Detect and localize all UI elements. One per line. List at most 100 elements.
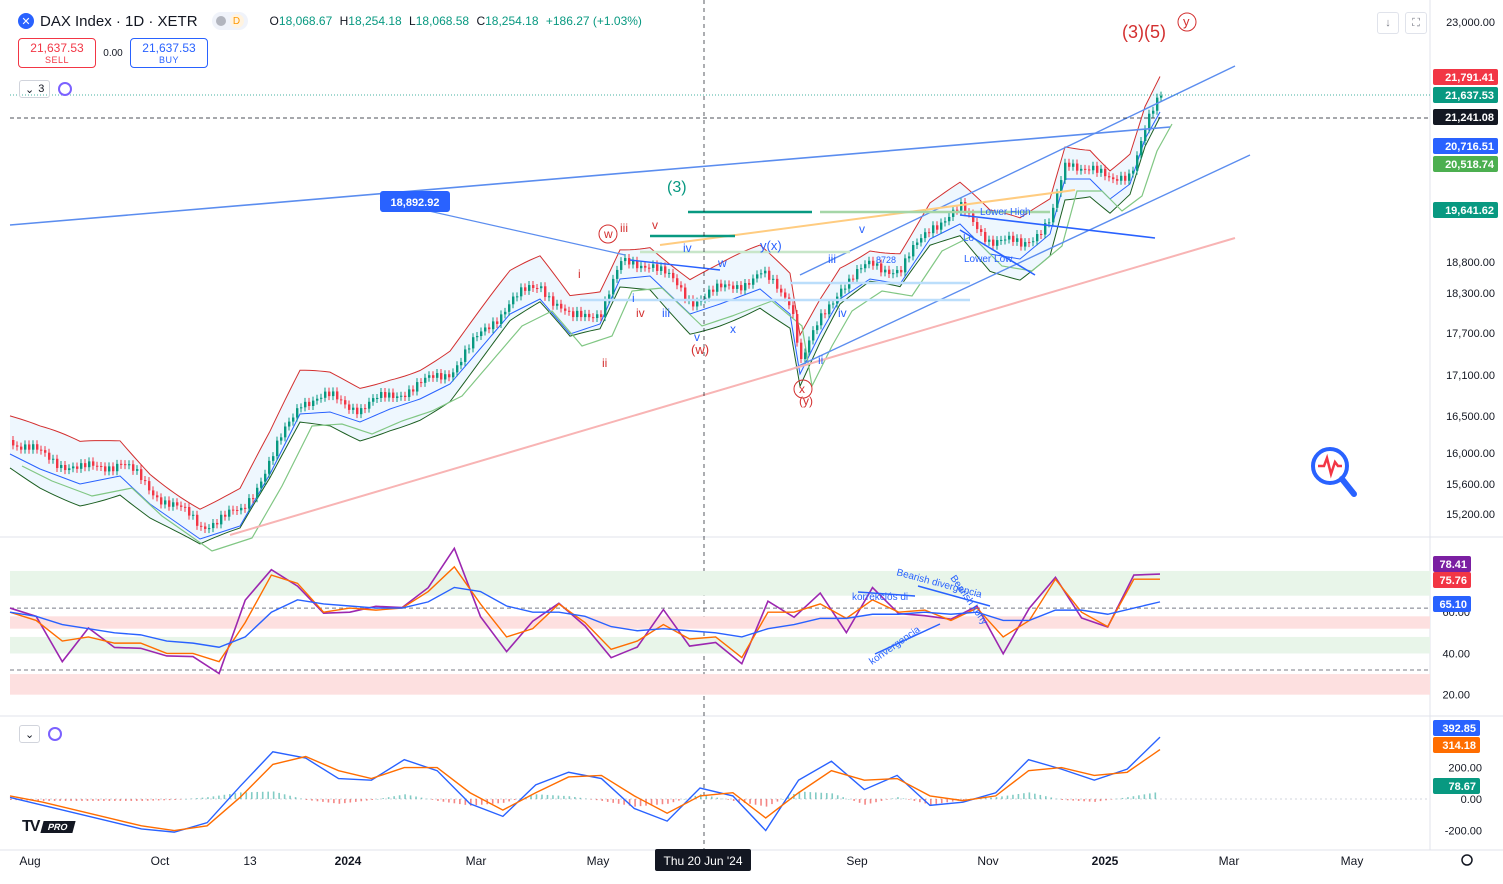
divergence-line <box>857 591 916 597</box>
wave-label: ii <box>818 353 823 367</box>
download-button[interactable]: ↓ <box>1377 12 1399 34</box>
macd-histogram-bar <box>75 799 78 801</box>
symbol-logo-icon[interactable]: ✕ <box>18 13 34 29</box>
trade-panel: 21,637.53 SELL 0.00 21,637.53 BUY <box>18 38 208 68</box>
buy-button[interactable]: 21,637.53 BUY <box>130 38 208 68</box>
candle-body <box>88 461 91 468</box>
fullscreen-button[interactable]: ⛶ <box>1405 12 1427 34</box>
candle-body <box>172 502 175 507</box>
macd-histogram-bar <box>393 796 395 800</box>
macd-histogram-bar <box>809 792 812 800</box>
macd-histogram-bar <box>897 797 899 800</box>
candle-body <box>636 260 639 269</box>
macd-histogram-bar <box>289 795 291 800</box>
macd-histogram-bar <box>530 795 532 800</box>
candle-body <box>232 509 235 511</box>
candle-body <box>644 265 647 268</box>
rsi-mid-zone <box>10 616 1430 629</box>
candle-body <box>728 284 731 286</box>
candle-body <box>1108 176 1111 178</box>
macd-collapse-button[interactable]: ⌄ <box>19 725 41 743</box>
macd-histogram-bar <box>426 798 428 800</box>
buy-label: BUY <box>158 55 179 65</box>
zoom-search-icon[interactable] <box>1308 446 1360 500</box>
wave-label: (3)(5) <box>1122 22 1166 42</box>
candle-body <box>92 461 95 466</box>
candle-body <box>1000 239 1003 241</box>
macd-histogram-bar <box>1077 799 1080 801</box>
macd-value-label-text: 314.18 <box>1442 740 1476 752</box>
price-axis-label-text: 20,518.74 <box>1445 159 1495 171</box>
candle-body <box>780 288 783 293</box>
candle-body <box>432 375 435 378</box>
macd-series-line <box>9 736 1161 833</box>
macd-histogram-bar <box>464 799 467 805</box>
macd-histogram-bar <box>409 795 412 800</box>
candle-body <box>788 297 791 306</box>
time-axis-tick: Sep <box>846 854 868 868</box>
macd-histogram-bar <box>497 799 499 804</box>
symbol-title[interactable]: DAX Index · 1D · XETR <box>40 12 198 30</box>
time-axis-tick: Nov <box>977 854 998 868</box>
macd-axis-tick: 200.00 <box>1448 763 1482 775</box>
macd-axis-tick: -200.00 <box>1445 826 1482 838</box>
sync-icon[interactable] <box>48 727 63 741</box>
candle-body <box>32 444 35 450</box>
macd-histogram-bar <box>919 799 921 803</box>
macd-histogram-bar <box>661 799 664 805</box>
candle-body <box>784 292 787 298</box>
candle-body <box>312 400 315 407</box>
collapse-indicators-button[interactable]: ⌄ 3 <box>19 80 51 98</box>
candle-body <box>976 222 979 230</box>
market-status-pill[interactable]: D <box>211 12 248 30</box>
macd-histogram-bar <box>398 795 401 800</box>
candle-body <box>1056 192 1059 208</box>
candle-body <box>752 278 755 285</box>
candle-body <box>656 264 659 271</box>
candle-body <box>600 314 603 318</box>
macd-histogram-bar <box>913 799 916 801</box>
macd-histogram-bar <box>1028 792 1031 800</box>
macd-histogram-bar <box>886 799 888 800</box>
macd-histogram-bar <box>771 799 773 805</box>
tv-mark-icon: TV <box>22 818 41 835</box>
macd-histogram-bar <box>92 799 94 801</box>
wave-label: iii <box>662 306 670 320</box>
sell-button[interactable]: 21,637.53 SELL <box>18 38 96 68</box>
wave-label: iv <box>838 306 847 320</box>
macd-histogram-bar <box>174 799 176 800</box>
candle-body <box>212 522 215 529</box>
macd-histogram-bar <box>1061 799 1064 800</box>
macd-histogram-bar <box>935 799 938 804</box>
macd-histogram-bar <box>541 794 543 800</box>
macd-histogram-bar <box>97 799 100 801</box>
wave-label: ii <box>602 356 607 370</box>
candle-body <box>548 296 551 298</box>
candle-body <box>1084 168 1087 170</box>
macd-histogram-bar <box>480 799 483 805</box>
candle-body <box>572 311 575 318</box>
candle-body <box>196 514 199 526</box>
settings-gear-icon[interactable] <box>1461 854 1473 866</box>
candle-body <box>668 272 671 274</box>
macd-value-label-text: 392.85 <box>1442 723 1476 735</box>
sync-icon[interactable] <box>58 82 73 96</box>
candle-body <box>628 258 631 265</box>
candle-body <box>20 446 23 450</box>
candle-body <box>888 269 891 274</box>
macd-histogram-bar <box>442 799 445 802</box>
candle-body <box>580 310 583 318</box>
candle-body <box>184 506 187 508</box>
candle-body <box>920 238 923 243</box>
candle-body <box>392 392 395 398</box>
high-value: 18,254.18 <box>348 14 402 28</box>
macd-histogram-bar <box>880 799 883 801</box>
candle-body <box>812 330 815 341</box>
macd-histogram-bar <box>776 799 779 802</box>
candle-body <box>160 497 163 505</box>
macd-histogram-bar <box>557 795 560 800</box>
macd-histogram-bar <box>229 794 231 800</box>
candle-body <box>1120 175 1123 181</box>
candle-body <box>260 481 263 488</box>
